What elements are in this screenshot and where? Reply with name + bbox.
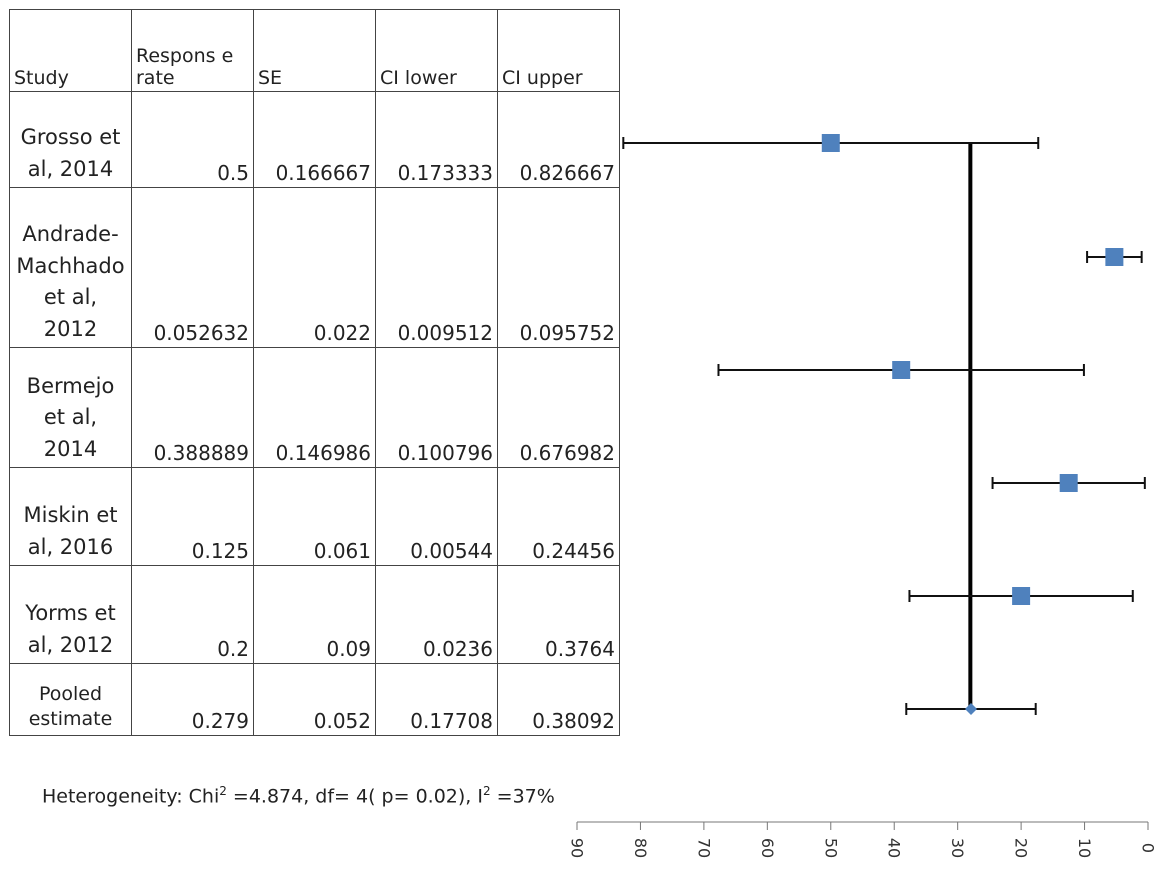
x-axis-tick-label: 90 [568, 838, 587, 858]
ci-lower-cell: 0.00544 [375, 467, 498, 566]
study-name: Miskin et al, 2016 [9, 467, 132, 566]
header-study: Study [9, 9, 132, 92]
x-axis-tick-label: 10 [1075, 838, 1094, 858]
header-se: SE [253, 9, 376, 92]
response-rate-cell: 0.388889 [131, 347, 254, 468]
se-cell: 0.166667 [253, 91, 376, 188]
chi-superscript: 2 [219, 784, 227, 798]
x-axis-tick-label: 70 [694, 838, 713, 858]
study-estimate-marker [892, 361, 911, 379]
forest-table: Study Respons e rate SE CI lower CI uppe… [9, 9, 620, 736]
x-axis-tick-label: 30 [948, 838, 967, 858]
response-rate-cell: 0.279 [131, 663, 254, 736]
header-ci-lower: CI lower [375, 9, 498, 92]
response-rate-cell: 0.5 [131, 91, 254, 188]
header-ci-upper: CI upper [497, 9, 620, 92]
study-name: Yorms et al, 2012 [9, 565, 132, 664]
x-axis-tick-label: 20 [1012, 838, 1031, 858]
study-estimate-marker [1012, 587, 1031, 605]
se-cell: 0.022 [253, 187, 376, 348]
table-row: Yorms et al, 2012 0.2 0.09 0.0236 0.3764 [9, 565, 620, 664]
ci-upper-cell: 0.24456 [497, 467, 620, 566]
ci-upper-cell: 0.095752 [497, 187, 620, 348]
ci-upper-cell: 0.38092 [497, 663, 620, 736]
table-row: Grosso et al, 2014 0.5 0.166667 0.173333… [9, 91, 620, 188]
ci-lower-cell: 0.0236 [375, 565, 498, 664]
ci-lower-cell: 0.100796 [375, 347, 498, 468]
response-rate-cell: 0.2 [131, 565, 254, 664]
x-axis-tick-label: 40 [885, 838, 904, 858]
header-response-rate: Respons e rate [131, 9, 254, 92]
table-row: Bermejo et al, 2014 0.388889 0.146986 0.… [9, 347, 620, 468]
response-rate-cell: 0.052632 [131, 187, 254, 348]
study-estimate-marker [1105, 248, 1124, 266]
x-axis-tick-label: 80 [631, 838, 650, 858]
table-row: Miskin et al, 2016 0.125 0.061 0.00544 0… [9, 467, 620, 566]
study-estimate-marker [1059, 474, 1078, 492]
x-axis-tick-label: 50 [821, 838, 840, 858]
table-header-row: Study Respons e rate SE CI lower CI uppe… [9, 9, 620, 92]
study-name: Pooled estimate [9, 663, 132, 736]
study-estimate-marker [821, 134, 840, 152]
se-cell: 0.052 [253, 663, 376, 736]
ci-lower-cell: 0.17708 [375, 663, 498, 736]
table-row-pooled: Pooled estimate 0.279 0.052 0.17708 0.38… [9, 663, 620, 736]
x-axis-tick-label: 0 [1139, 843, 1158, 853]
se-cell: 0.09 [253, 565, 376, 664]
heterogeneity-prefix: Heterogeneity: Chi [42, 785, 220, 808]
ci-lower-cell: 0.173333 [375, 91, 498, 188]
heterogeneity-suffix: =37% [490, 785, 555, 808]
study-name: Grosso et al, 2014 [9, 91, 132, 188]
study-name: Bermejo et al, 2014 [9, 347, 132, 468]
heterogeneity-statistic: Heterogeneity: Chi2 =4.874, df= 4( p= 0.… [42, 784, 555, 807]
heterogeneity-middle: =4.874, df= 4( p= 0.02), I [226, 785, 483, 808]
pooled-estimate-marker [964, 703, 977, 715]
study-name: Andrade-Machhado et al, 2012 [9, 187, 132, 348]
ci-upper-cell: 0.676982 [497, 347, 620, 468]
x-axis-tick-label: 60 [758, 838, 777, 858]
i-superscript: 2 [482, 784, 491, 798]
